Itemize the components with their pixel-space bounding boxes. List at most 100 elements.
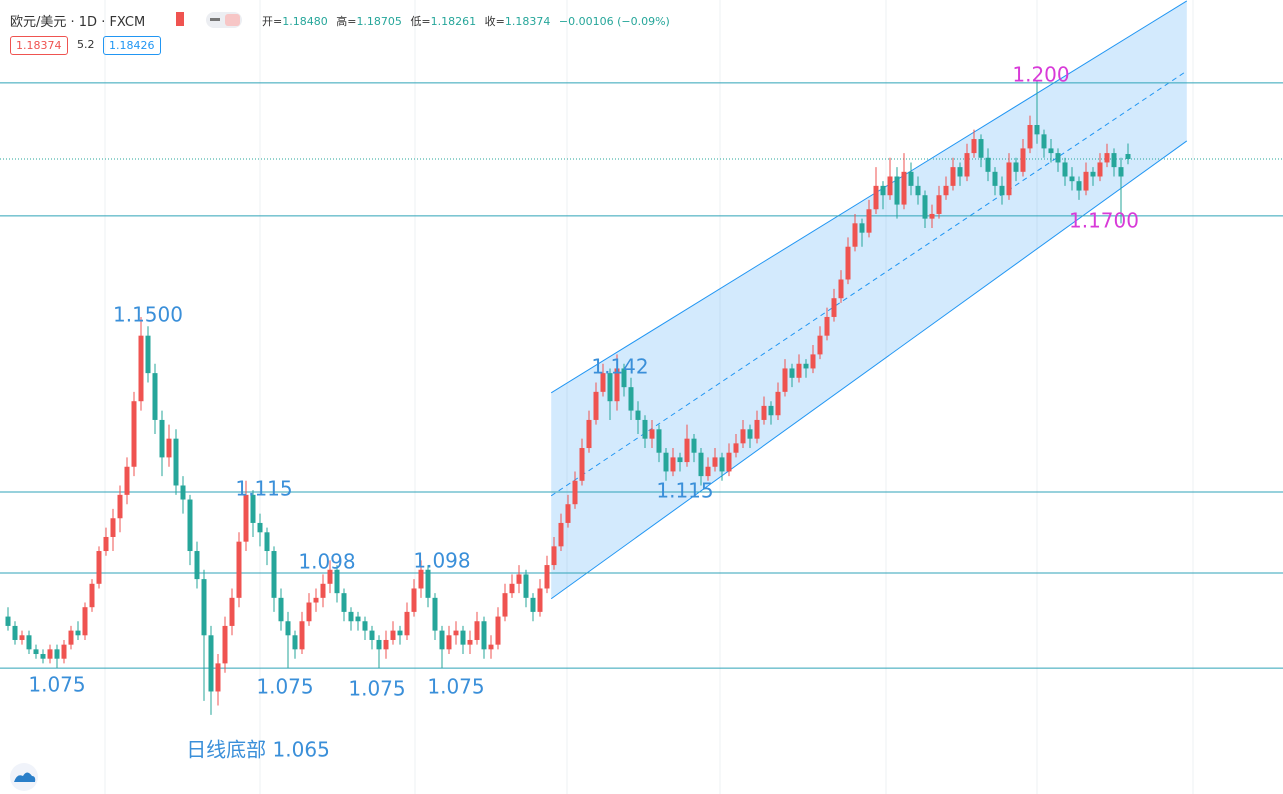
ohlc: 开=1.18480 高=1.18705 低=1.18261 收=1.18374 … bbox=[262, 13, 675, 29]
candle-body bbox=[362, 621, 368, 631]
candle-body bbox=[572, 480, 578, 505]
candle-body bbox=[747, 429, 753, 439]
candle-body bbox=[369, 630, 375, 640]
candle-body bbox=[775, 391, 781, 416]
candle-body bbox=[1111, 153, 1117, 168]
candle-body bbox=[131, 401, 137, 467]
logo bbox=[10, 763, 38, 791]
value: 1.18261 bbox=[430, 15, 477, 28]
candle-body bbox=[789, 368, 795, 378]
candle-body bbox=[348, 611, 354, 622]
candle-body bbox=[600, 373, 606, 392]
annotation: 日线底部 1.065 bbox=[186, 738, 330, 762]
candle-body bbox=[978, 139, 984, 158]
candle-body bbox=[985, 157, 991, 172]
candle-body bbox=[1062, 162, 1068, 177]
candle-body bbox=[992, 171, 998, 186]
candle-body bbox=[201, 579, 207, 636]
candle-body bbox=[999, 185, 1005, 196]
candle-body bbox=[509, 583, 515, 594]
ask-box[interactable]: 1.18426 bbox=[103, 36, 161, 55]
candle-body bbox=[537, 588, 543, 612]
candle-body bbox=[397, 630, 403, 636]
candle-body bbox=[971, 139, 977, 154]
minus-icon[interactable] bbox=[210, 18, 220, 21]
candle-body bbox=[733, 443, 739, 453]
candle-body bbox=[838, 279, 844, 299]
candle-body bbox=[894, 176, 900, 205]
candle-body bbox=[215, 663, 221, 692]
flag-icon[interactable] bbox=[176, 12, 184, 26]
candle-body bbox=[1055, 153, 1061, 163]
candle-body bbox=[1034, 124, 1040, 135]
approx-icon[interactable] bbox=[225, 14, 240, 26]
candle-body bbox=[103, 536, 109, 552]
candle-body bbox=[12, 625, 18, 640]
candle-body bbox=[684, 438, 690, 463]
candle-body bbox=[1076, 181, 1082, 191]
toolbar-icons[interactable] bbox=[174, 11, 244, 33]
candle-body bbox=[208, 635, 214, 692]
icons[interactable] bbox=[174, 11, 244, 29]
candle-body bbox=[1069, 176, 1075, 182]
candle-body bbox=[341, 593, 347, 612]
channel-fill bbox=[551, 0, 1187, 599]
candle-body bbox=[621, 368, 627, 388]
candle-body bbox=[754, 419, 760, 439]
candle-body bbox=[810, 354, 816, 369]
candle-body bbox=[768, 405, 774, 416]
candle-body bbox=[432, 597, 438, 631]
candle-body bbox=[656, 429, 662, 453]
annotation: 1.142 bbox=[591, 355, 648, 379]
candle-body bbox=[180, 485, 186, 500]
annotation: 1.200 bbox=[1012, 63, 1069, 87]
candle-body bbox=[530, 597, 536, 612]
candle-body bbox=[922, 195, 928, 219]
candle-body bbox=[558, 522, 564, 547]
candle-body bbox=[19, 635, 25, 640]
candle-body bbox=[516, 574, 522, 584]
candle-body bbox=[138, 335, 144, 402]
candle-body bbox=[719, 457, 725, 472]
candle-body bbox=[915, 185, 921, 196]
candle-body bbox=[740, 429, 746, 444]
candle-body bbox=[677, 457, 683, 463]
candle-body bbox=[873, 185, 879, 210]
candle-body bbox=[173, 438, 179, 486]
candle-body bbox=[117, 494, 123, 519]
candle-body bbox=[957, 167, 963, 177]
candle-body bbox=[453, 630, 459, 636]
annotation: 1.115 bbox=[235, 477, 292, 501]
bid-box[interactable]: 1.18374 bbox=[10, 36, 68, 55]
candle-body bbox=[901, 171, 907, 205]
candle-body bbox=[467, 639, 473, 645]
channel-upper bbox=[550, 0, 1188, 394]
candle-body bbox=[614, 368, 620, 402]
candle-body bbox=[425, 569, 431, 598]
candle-body bbox=[859, 223, 865, 233]
label: 开= bbox=[262, 15, 283, 28]
candle-body bbox=[670, 457, 676, 472]
candle-body bbox=[306, 602, 312, 622]
candle-body bbox=[236, 541, 242, 598]
candle-body bbox=[5, 616, 11, 626]
candle-body bbox=[852, 223, 858, 247]
candle-body bbox=[1006, 162, 1012, 196]
candle-body bbox=[313, 597, 319, 603]
annotation: 1.098 bbox=[298, 550, 355, 574]
candle-body bbox=[327, 569, 333, 584]
candle-body bbox=[460, 630, 466, 645]
candle-body bbox=[726, 452, 732, 472]
candle-body bbox=[628, 387, 634, 411]
candle-body bbox=[1020, 148, 1026, 172]
channel-lower bbox=[550, 140, 1188, 600]
symbol: 欧元/美元 · 1D · FXCM bbox=[10, 15, 146, 30]
value: 1.18705 bbox=[356, 15, 402, 28]
candle-body bbox=[187, 499, 193, 552]
candle-body bbox=[124, 466, 130, 495]
candle-body bbox=[649, 429, 655, 439]
candle-body bbox=[488, 644, 494, 650]
annotation: 1.1700 bbox=[1069, 209, 1139, 233]
candle-body bbox=[929, 213, 935, 219]
